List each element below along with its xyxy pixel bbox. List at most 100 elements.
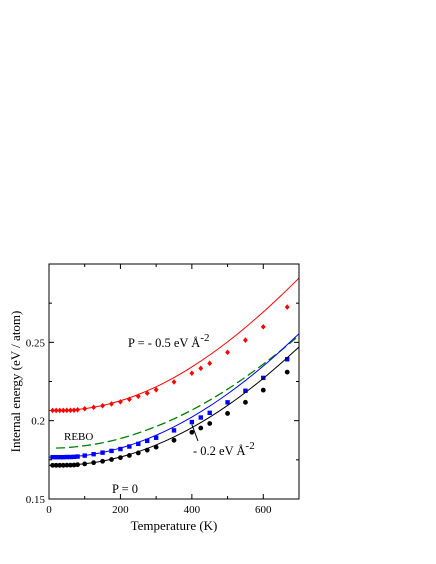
marker-p_neg05 — [71, 407, 77, 413]
marker-p_neg05 — [64, 407, 70, 414]
marker-p_neg02 — [136, 441, 141, 447]
marker-p_0 — [57, 462, 63, 468]
x-tick-label: 600 — [255, 504, 272, 516]
tick-layer: 0 200 400 600 0.15 0.2 0.25 — [26, 264, 299, 516]
marker-p_neg05 — [126, 396, 132, 403]
marker-p_0 — [144, 447, 150, 453]
marker-p_0 — [100, 458, 105, 464]
series-rebo — [56, 335, 299, 449]
marker-p_neg05 — [135, 393, 141, 400]
marker-p_0 — [243, 399, 248, 405]
marker-p_0 — [171, 437, 177, 443]
y-tick-label: 0.2 — [31, 416, 45, 428]
marker-p_neg05 — [91, 404, 97, 411]
marker-p_0 — [135, 450, 141, 456]
annotation-leader-line — [191, 424, 199, 442]
marker-p_neg05 — [60, 407, 66, 414]
marker-p_neg02 — [100, 450, 105, 455]
annotation-p-minus-0-5-exponent: -2 — [200, 332, 209, 344]
marker-p_neg02 — [50, 454, 55, 460]
y-tick-label: 0.15 — [26, 494, 46, 506]
marker-p_0 — [64, 462, 70, 468]
marker-p_0 — [91, 460, 97, 466]
marker-p_neg05 — [207, 360, 213, 367]
marker-p_neg05 — [118, 399, 123, 405]
x-tick-label: 200 — [112, 504, 129, 516]
marker-p_0 — [60, 462, 66, 468]
annotation-p-minus-0-2-text: - 0.2 eV Å — [193, 444, 246, 458]
marker-p_0 — [284, 369, 290, 375]
marker-p_neg02 — [61, 454, 66, 460]
marker-p_neg05 — [100, 402, 105, 409]
marker-p_neg05 — [225, 349, 230, 356]
series-p_neg02 — [49, 333, 299, 460]
marker-p_neg05 — [189, 370, 195, 376]
marker-p_neg05 — [109, 401, 114, 407]
x-tick-label: 0 — [46, 504, 52, 516]
marker-p_neg02 — [71, 454, 77, 460]
x-axis-label: Temperature (K) — [131, 518, 218, 533]
annotation-p-minus-0-5: P = - 0.5 eV Å-2 — [128, 332, 210, 350]
series-p_neg05 — [49, 277, 299, 414]
marker-p_neg02 — [109, 448, 114, 454]
series-line-p_neg05 — [49, 277, 299, 411]
marker-p_0 — [207, 421, 213, 426]
marker-p_0 — [82, 461, 88, 467]
series-line-p_0 — [49, 346, 299, 466]
marker-p_neg05 — [243, 337, 248, 343]
marker-p_neg05 — [75, 407, 80, 413]
marker-p_neg02 — [171, 428, 177, 433]
marker-p_neg05 — [144, 390, 150, 397]
marker-p_0 — [189, 429, 195, 435]
marker-p_neg02 — [145, 438, 150, 444]
marker-p_0 — [50, 462, 55, 468]
marker-p_neg02 — [118, 446, 123, 452]
marker-p_neg02 — [285, 357, 290, 362]
marker-p_neg02 — [75, 454, 80, 459]
series-p_0 — [49, 346, 299, 468]
marker-p_neg05 — [53, 407, 59, 414]
marker-p_0 — [126, 453, 132, 458]
marker-p_0 — [68, 462, 73, 468]
marker-p_neg05 — [50, 407, 55, 414]
marker-p_neg05 — [171, 379, 177, 385]
annotation-p-zero: P = 0 — [112, 482, 138, 496]
marker-p_neg05 — [68, 407, 73, 414]
annotation-p-minus-0-5-text: P = - 0.5 eV Å — [128, 336, 200, 350]
marker-p_neg05 — [198, 365, 204, 372]
marker-p_neg02 — [64, 454, 70, 460]
marker-p_neg02 — [153, 435, 159, 440]
annotation-rebo: REBO — [64, 431, 93, 443]
marker-p_neg02 — [82, 453, 87, 458]
y-axis-label: Internal energy (eV / atom) — [8, 311, 23, 453]
marker-p_0 — [153, 444, 159, 450]
marker-p_0 — [198, 425, 204, 431]
marker-p_0 — [53, 462, 59, 468]
marker-p_neg02 — [53, 454, 59, 460]
marker-p_neg05 — [153, 387, 159, 393]
marker-p_neg02 — [207, 410, 212, 416]
marker-p_neg05 — [260, 324, 266, 330]
marker-p_neg05 — [284, 304, 290, 310]
marker-p_neg05 — [82, 405, 88, 412]
marker-p_0 — [71, 462, 77, 468]
marker-p_neg02 — [127, 444, 132, 449]
marker-p_neg02 — [225, 400, 230, 405]
marker-p_neg02 — [91, 451, 96, 457]
series-layer — [49, 277, 299, 468]
marker-p_0 — [109, 457, 114, 462]
marker-p_0 — [75, 462, 80, 468]
marker-p_0 — [225, 411, 230, 416]
marker-p_neg02 — [243, 388, 248, 393]
x-tick-label: 400 — [184, 504, 201, 516]
annotation-p-minus-0-2-exponent: -2 — [246, 440, 255, 452]
marker-p_neg05 — [57, 407, 63, 414]
marker-p_neg02 — [57, 454, 62, 460]
marker-p_neg02 — [68, 454, 73, 460]
annotation-p-minus-0-2: - 0.2 eV Å-2 — [193, 440, 255, 458]
series-line-p_neg02 — [49, 333, 299, 458]
y-tick-label: 0.25 — [26, 337, 46, 349]
marker-p_neg02 — [198, 415, 203, 420]
marker-p_neg02 — [189, 419, 195, 425]
